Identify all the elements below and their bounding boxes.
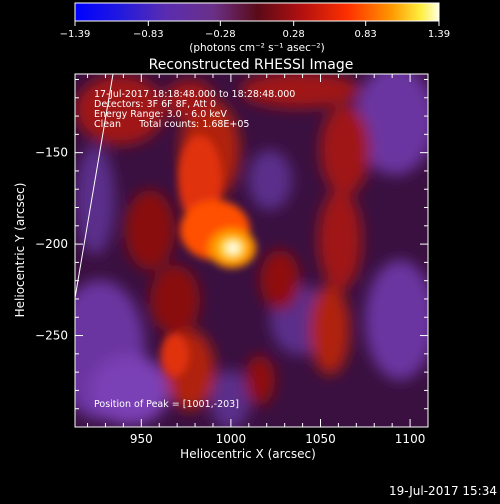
y-tick-label: −200 — [35, 237, 68, 251]
y-axis-label: Heliocentric Y (arcsec) — [13, 183, 27, 318]
info-line-detectors: Detectors: 3F 6F 8F, Att 0 — [94, 99, 216, 110]
chart-title: Reconstructed RHESSI Image — [149, 57, 354, 73]
colorbar-ticks: −1.39 −0.83 −0.28 0.28 0.83 1.39 — [60, 21, 450, 40]
info-line-time: 17-Jul-2017 18:18:48.000 to 18:28:48.000 — [94, 89, 295, 100]
axis-ticks: 950 1000 1050 1100 −150 −200 −250 — [35, 74, 429, 446]
heatmap-image — [75, 74, 428, 427]
y-tick-label: −150 — [35, 146, 68, 160]
info-line-counts: Clean Total counts: 1.68E+05 — [94, 119, 249, 130]
info-line-energy: Energy Range: 3.0 - 6.0 keV — [94, 109, 227, 120]
peak-position-label: Position of Peak = [1001,-203] — [94, 399, 239, 410]
colorbar-tick-label: 0.83 — [355, 29, 377, 40]
x-tick-label: 950 — [130, 432, 153, 446]
colorbar-unit-label: (photons cm⁻² s⁻¹ asec⁻²) — [189, 42, 324, 54]
x-tick-label: 1000 — [216, 432, 247, 446]
colorbar-tick-label: 0.28 — [283, 29, 305, 40]
solar-limb-line — [75, 74, 114, 299]
colorbar-tick-label: −0.28 — [205, 29, 236, 40]
x-axis-label: Heliocentric X (arcsec) — [180, 447, 316, 461]
plot-frame — [74, 73, 429, 428]
colorbar-tick-label: −1.39 — [60, 29, 91, 40]
y-tick-label: −250 — [35, 329, 68, 343]
info-text: 17-Jul-2017 18:18:48.000 to 18:28:48.000… — [94, 89, 295, 130]
footer-timestamp: 19-Jul-2017 15:34 — [389, 484, 497, 498]
x-tick-label: 1100 — [395, 432, 426, 446]
colorbar-tick-label: 1.39 — [428, 29, 450, 40]
colorbar — [74, 2, 440, 22]
colorbar-tick-label: −0.83 — [133, 29, 164, 40]
x-tick-label: 1050 — [305, 432, 336, 446]
